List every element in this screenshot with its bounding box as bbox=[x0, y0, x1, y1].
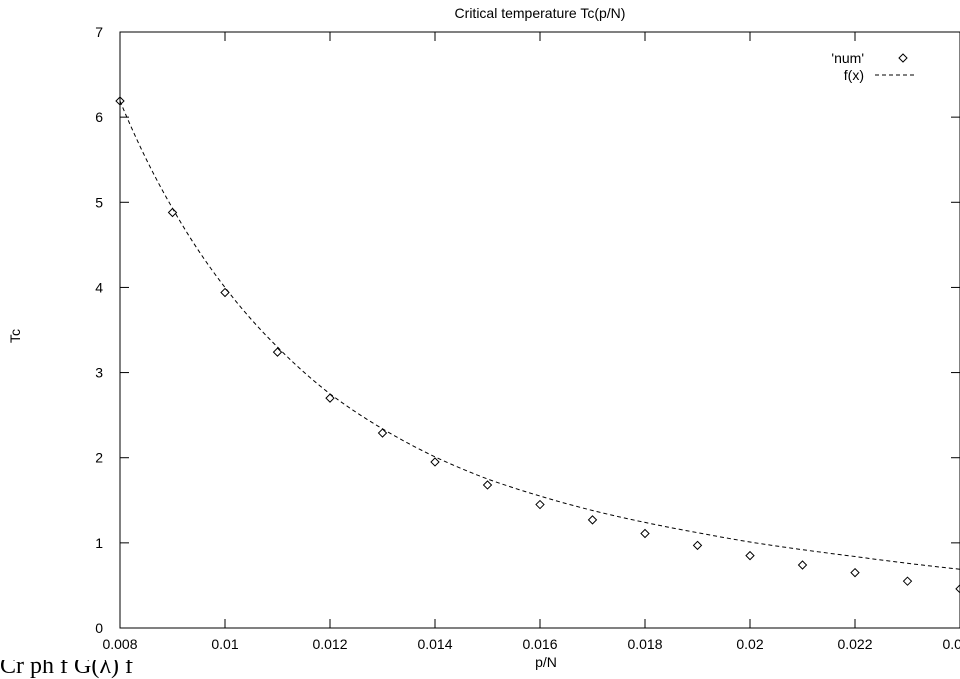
chart-title: Critical temperature Tc(p/N) bbox=[455, 5, 626, 21]
legend-swatch-diamond bbox=[898, 53, 908, 63]
data-point bbox=[587, 515, 598, 525]
x-tick-label: 0.02 bbox=[736, 636, 763, 652]
data-point bbox=[535, 499, 545, 510]
data-point bbox=[640, 528, 650, 539]
data-point bbox=[430, 457, 440, 467]
data-point bbox=[167, 207, 178, 218]
legend-label: 'num' bbox=[831, 50, 864, 66]
data-point bbox=[902, 576, 913, 586]
data-point bbox=[115, 96, 125, 106]
y-tick-label: 1 bbox=[95, 535, 103, 551]
x-tick-label: 0.014 bbox=[417, 636, 452, 652]
legend-label: f(x) bbox=[844, 67, 864, 83]
legend: 'num'f(x) bbox=[831, 50, 916, 83]
plot-series bbox=[115, 96, 960, 594]
x-tick-label: 0.024 bbox=[942, 636, 960, 652]
y-tick-label: 4 bbox=[95, 279, 103, 295]
x-tick-label: 0.01 bbox=[211, 636, 238, 652]
figure-caption: Cr ph f G(λ) f bbox=[0, 660, 133, 679]
y-tick-label: 6 bbox=[95, 109, 103, 125]
y-tick-label: 2 bbox=[95, 450, 103, 466]
y-tick-label: 0 bbox=[95, 620, 103, 636]
data-point bbox=[220, 287, 230, 298]
x-tick-label: 0.022 bbox=[837, 636, 872, 652]
axis-ticks: 0.008 0.01 0.012 0.014 0.016 0.018 0.02 0.022 0.… bbox=[95, 24, 960, 652]
y-tick-label: 5 bbox=[95, 194, 103, 210]
y-tick-label: 3 bbox=[95, 365, 103, 381]
data-point bbox=[272, 347, 283, 357]
x-tick-label: 0.016 bbox=[522, 636, 557, 652]
x-tick-label: 0.018 bbox=[627, 636, 662, 652]
fit-curve-line bbox=[119, 100, 960, 570]
x-axis-label: p/N bbox=[535, 654, 557, 670]
x-tick-label: 0.008 bbox=[102, 636, 137, 652]
data-point bbox=[692, 540, 703, 551]
data-point bbox=[482, 480, 493, 490]
y-tick-label: 7 bbox=[95, 24, 103, 40]
data-point bbox=[797, 560, 808, 570]
data-point bbox=[377, 428, 388, 438]
data-point bbox=[325, 393, 335, 403]
y-axis-label: Tc bbox=[7, 329, 23, 343]
x-tick-label: 0.012 bbox=[312, 636, 347, 652]
data-point bbox=[850, 567, 860, 578]
data-point bbox=[955, 584, 960, 594]
data-point bbox=[745, 550, 755, 561]
plot-frame bbox=[119, 31, 960, 629]
